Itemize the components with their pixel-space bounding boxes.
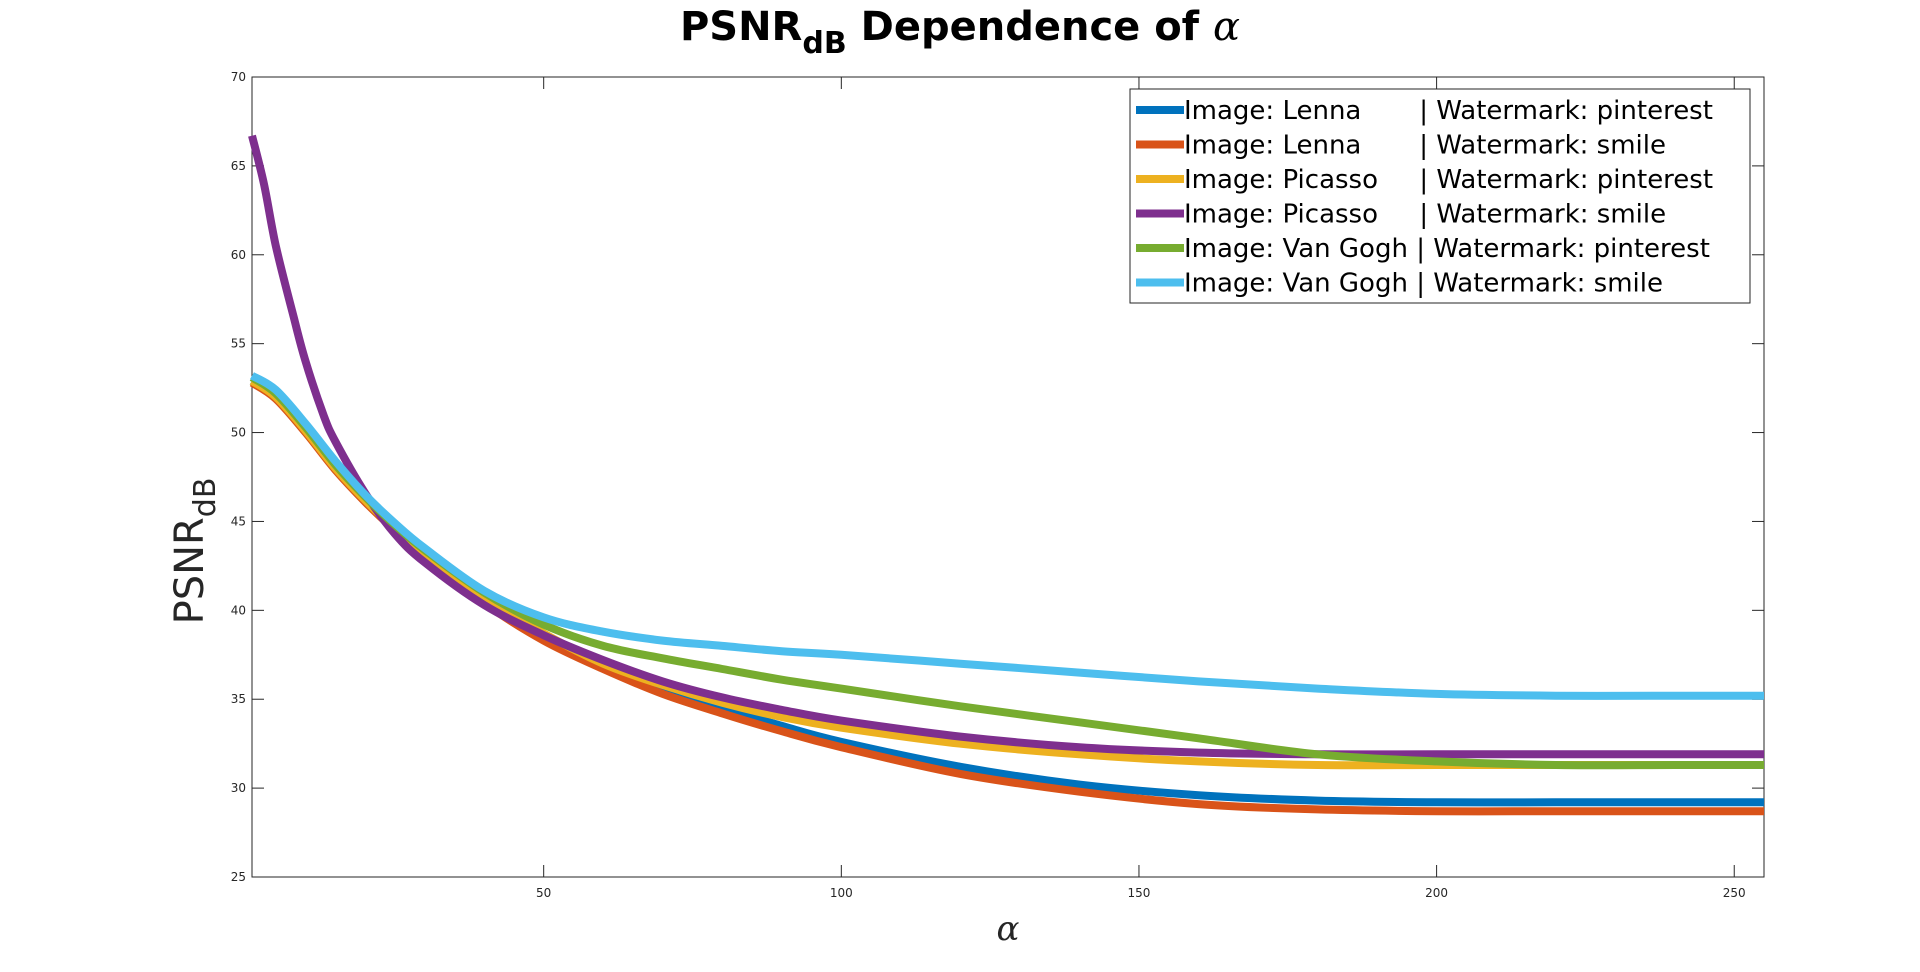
y-tick-label: 50 — [231, 426, 246, 440]
axes: 50 100 150 200 250 25 30 35 40 45 50 55 60 65 70 — [231, 70, 1765, 900]
legend-label-2: Image: Picasso | Watermark: pinterest — [1184, 165, 1713, 195]
y-tick-label: 65 — [231, 159, 246, 173]
x-tick-label: 200 — [1425, 886, 1448, 900]
legend-label-3: Image: Picasso | Watermark: smile — [1184, 200, 1666, 230]
legend-label-0: Image: Lenna | Watermark: pinterest — [1184, 96, 1713, 126]
chart-title-main: PSNR — [680, 4, 802, 50]
plot-box — [251, 76, 1765, 878]
chart-title-symbol: α — [1213, 4, 1240, 50]
x-tick-label: 150 — [1128, 886, 1151, 900]
y-tick-label: 40 — [231, 603, 246, 617]
y-tick-label: 25 — [231, 870, 246, 884]
x-tick-label: 250 — [1723, 886, 1746, 900]
chart-title-sub: dB — [802, 26, 846, 61]
y-tick-label: 45 — [231, 514, 246, 528]
chart-title: PSNRdB Dependence of α — [680, 4, 1240, 61]
legend-box — [1129, 88, 1751, 304]
y-tick-label: 70 — [231, 70, 246, 84]
series-line-4 — [249, 374, 1764, 770]
y-tick-label: 35 — [231, 692, 246, 706]
series-line-2 — [249, 377, 1764, 770]
x-tick-label: 100 — [830, 886, 853, 900]
legend-label-5: Image: Van Gogh | Watermark: smile — [1184, 269, 1663, 299]
legend-label-4: Image: Van Gogh | Watermark: pinterest — [1184, 234, 1710, 264]
y-tick-label: 60 — [231, 248, 246, 262]
y-axis-label-sub: dB — [188, 478, 223, 518]
series-line-5 — [250, 372, 1764, 700]
y-axis-label: PSNRdB — [167, 478, 223, 625]
legend: Image: Lenna | Watermark: pinterest Image… — [1129, 88, 1751, 304]
legend-label-1: Image: Lenna | Watermark: smile — [1184, 131, 1666, 161]
series-line-3 — [248, 134, 1765, 759]
plot-lines — [248, 134, 1765, 816]
y-axis-label-main: PSNR — [167, 517, 213, 624]
chart-title-rest: Dependence of — [847, 4, 1213, 50]
y-tick-label: 30 — [231, 781, 246, 795]
y-tick-label: 55 — [231, 337, 246, 351]
x-axis-label: α — [997, 909, 1020, 949]
x-tick-label: 50 — [536, 886, 551, 900]
